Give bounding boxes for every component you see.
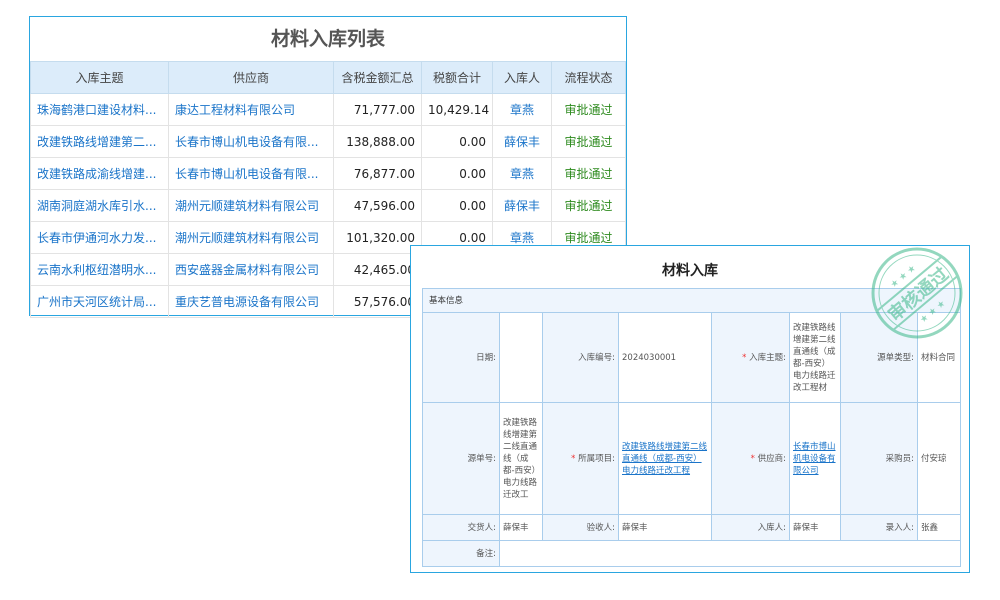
remark-value (499, 540, 961, 567)
cell-supplier[interactable]: 重庆艺普电源设备有限公司 (168, 285, 334, 318)
cell-status: 审批通过 (551, 125, 626, 158)
header-subject[interactable]: 入库主题 (30, 61, 169, 94)
cell-supplier[interactable]: 潮州元顺建筑材料有限公司 (168, 189, 334, 222)
section-basic-info: 基本信息 (422, 288, 961, 313)
table-row[interactable]: 改建铁路成渝线增建... 长春市博山机电设备有限... 76,877.00 0.00 章… (30, 157, 626, 190)
detail-form: 基本信息 日期: 入库编号: 2024030001 * 入库主题: 改建铁路线增… (422, 288, 961, 567)
cell-amount: 101,320.00 (333, 221, 422, 254)
cell-supplier[interactable]: 康达工程材料有限公司 (168, 93, 334, 126)
material-inbound-detail-panel: 材料入库 基本信息 日期: 入库编号: 2024030001 * 入库主题: 改… (410, 245, 970, 573)
project-label: * 所属项目: (542, 402, 619, 515)
code-label: 入库编号: (542, 312, 619, 403)
project-link[interactable]: 改建铁路线增建第二线直通线（成都-西安）电力线路迁改工程 (622, 441, 708, 476)
header-amount[interactable]: 含税金额汇总 (333, 61, 422, 94)
header-stocker[interactable]: 入库人 (492, 61, 552, 94)
cell-subject[interactable]: 广州市天河区统计局... (30, 285, 169, 318)
subject-value: 改建铁路线增建第二线直通线（成都-西安）电力线路迁改工程材 (789, 312, 841, 403)
material-inbound-list-panel: 材料入库列表 入库主题 供应商 含税金额汇总 税额合计 入库人 流程状态 珠海鹤… (29, 16, 627, 318)
cell-stocker[interactable]: 章燕 (492, 157, 552, 190)
cell-stocker[interactable]: 薛保丰 (492, 125, 552, 158)
cell-tax: 0.00 (421, 125, 493, 158)
cell-amount: 71,777.00 (333, 93, 422, 126)
cell-stocker[interactable]: 薛保丰 (492, 189, 552, 222)
cell-amount: 57,576.00 (333, 285, 422, 318)
cell-status: 审批通过 (551, 189, 626, 222)
code-value: 2024030001 (618, 312, 712, 403)
detail-title: 材料入库 (662, 263, 718, 279)
entry-value: 张鑫 (917, 514, 961, 541)
source-type-label: 源单类型: (840, 312, 918, 403)
cell-amount: 42,465.00 (333, 253, 422, 286)
stocker-label: 入库人: (711, 514, 790, 541)
cell-subject[interactable]: 长春市伊通河水力发... (30, 221, 169, 254)
cell-subject[interactable]: 湖南洞庭湖水库引水... (30, 189, 169, 222)
approved-stamp-icon: 审核通过 ★ ★ ★ ★ ★ ★ (871, 247, 963, 339)
cell-supplier[interactable]: 潮州元顺建筑材料有限公司 (168, 221, 334, 254)
cell-tax: 10,429.14 (421, 93, 493, 126)
date-value (499, 312, 543, 403)
cell-amount: 138,888.00 (333, 125, 422, 158)
header-supplier[interactable]: 供应商 (168, 61, 334, 94)
deliverer-value: 薛保丰 (499, 514, 543, 541)
entry-label: 录入人: (840, 514, 918, 541)
source-no-value: 改建铁路线增建第二线直通线（成都-西安）电力线路迁改工 (499, 402, 543, 515)
remark-label: 备注: (422, 540, 500, 567)
list-title: 材料入库列表 (270, 28, 385, 50)
header-status[interactable]: 流程状态 (551, 61, 626, 94)
date-label: 日期: (422, 312, 500, 403)
cell-subject[interactable]: 改建铁路成渝线增建... (30, 157, 169, 190)
source-no-label: 源单号: (422, 402, 500, 515)
cell-subject[interactable]: 改建铁路线增建第二... (30, 125, 169, 158)
cell-amount: 76,877.00 (333, 157, 422, 190)
buyer-label: 采购员: (840, 402, 918, 515)
header-tax[interactable]: 税额合计 (421, 61, 493, 94)
cell-tax: 0.00 (421, 157, 493, 190)
cell-tax: 0.00 (421, 189, 493, 222)
table-row[interactable]: 改建铁路线增建第二... 长春市博山机电设备有限... 138,888.00 0.00… (30, 125, 626, 158)
stamp-text: 审核通过 (884, 263, 953, 326)
table-row[interactable]: 湖南洞庭湖水库引水... 潮州元顺建筑材料有限公司 47,596.00 0.00 薛保丰… (30, 189, 626, 222)
inbound-table: 入库主题 供应商 含税金额汇总 税额合计 入库人 流程状态 珠海鹤港口建设材料.… (30, 61, 626, 318)
stocker-value: 薛保丰 (789, 514, 841, 541)
supplier-link[interactable]: 长春市博山机电设备有限公司 (793, 441, 836, 476)
receiver-value: 薛保丰 (618, 514, 712, 541)
cell-supplier[interactable]: 长春市博山机电设备有限... (168, 125, 334, 158)
cell-amount: 47,596.00 (333, 189, 422, 222)
table-row[interactable]: 珠海鹤港口建设材料... 康达工程材料有限公司 71,777.00 10,429.14… (30, 93, 626, 126)
cell-status: 审批通过 (551, 93, 626, 126)
supplier-label: * 供应商: (711, 402, 790, 515)
buyer-value: 付安琼 (917, 402, 961, 515)
receiver-label: 验收人: (542, 514, 619, 541)
cell-supplier[interactable]: 长春市博山机电设备有限... (168, 157, 334, 190)
cell-supplier[interactable]: 西安盛器金属材料有限公司 (168, 253, 334, 286)
deliverer-label: 交货人: (422, 514, 500, 541)
cell-subject[interactable]: 珠海鹤港口建设材料... (30, 93, 169, 126)
source-type-value: 材料合同 (917, 312, 961, 403)
supplier-value: 长春市博山机电设备有限公司 (789, 402, 841, 515)
cell-stocker[interactable]: 章燕 (492, 93, 552, 126)
cell-status: 审批通过 (551, 157, 626, 190)
cell-subject[interactable]: 云南水利枢纽潜明水... (30, 253, 169, 286)
project-value: 改建铁路线增建第二线直通线（成都-西安）电力线路迁改工程 (618, 402, 712, 515)
subject-label: * 入库主题: (711, 312, 790, 403)
